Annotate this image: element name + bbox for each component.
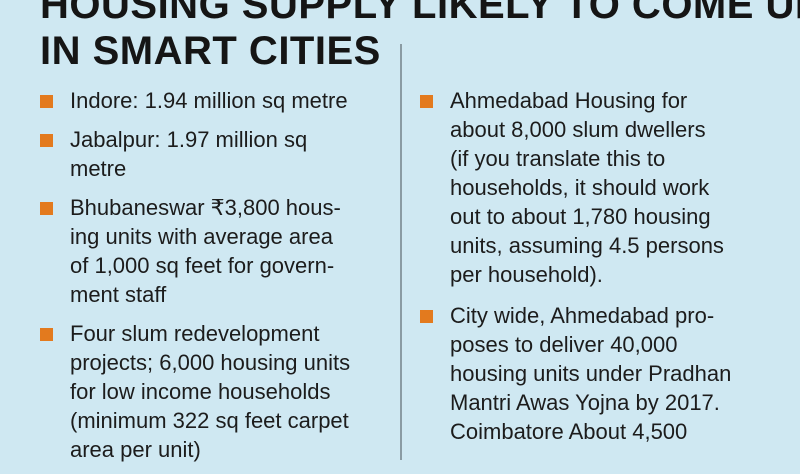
square-bullet-icon — [40, 328, 53, 341]
headline-line-2: IN SMART CITIES — [40, 29, 381, 73]
text-line: units, assuming 4.5 persons — [450, 233, 724, 258]
text-line: Coimbatore About 4,500 — [450, 419, 688, 444]
text-line: ment staff — [70, 282, 167, 307]
list-item-bhubaneswar: Bhubaneswar ₹3,800 hous- ing units with … — [40, 193, 385, 309]
text-line: (minimum 322 sq feet carpet — [70, 408, 349, 433]
column-divider — [400, 44, 402, 460]
text-line: for low income households — [70, 379, 331, 404]
list-item-text: Bhubaneswar ₹3,800 hous- ing units with … — [70, 193, 341, 309]
list-item-city-wide: City wide, Ahmedabad pro- poses to deliv… — [420, 301, 780, 446]
text-line: Indore: 1.94 million sq metre — [70, 88, 348, 113]
list-item-indore: Indore: 1.94 million sq metre — [40, 86, 385, 115]
list-item-ahmedabad-housing: Ahmedabad Housing for about 8,000 slum d… — [420, 86, 780, 289]
text-line: Four slum redevelopment — [70, 321, 320, 346]
text-line: Jabalpur: 1.97 million sq — [70, 127, 308, 152]
square-bullet-icon — [420, 95, 433, 108]
square-bullet-icon — [40, 95, 53, 108]
text-line: about 8,000 slum dwellers — [450, 117, 706, 142]
text-line: of 1,000 sq feet for govern- — [70, 253, 335, 278]
text-line: ing units with average area — [70, 224, 333, 249]
text-line: out to about 1,780 housing — [450, 204, 711, 229]
text-line: Bhubaneswar ₹3,800 hous- — [70, 195, 341, 220]
text-line: City wide, Ahmedabad pro- — [450, 303, 715, 328]
list-item-jabalpur: Jabalpur: 1.97 million sq metre — [40, 125, 385, 183]
text-line: metre — [70, 156, 127, 181]
text-line: Mantri Awas Yojna by 2017. — [450, 390, 720, 415]
square-bullet-icon — [420, 310, 433, 323]
left-column: Indore: 1.94 million sq metre Jabalpur: … — [40, 86, 385, 474]
text-line: housing units under Pradhan — [450, 361, 732, 386]
list-item-text: Indore: 1.94 million sq metre — [70, 86, 348, 115]
headline: HOUSING SUPPLY LIKELY TO COME UP IN SMAR… — [40, 0, 800, 74]
text-line: (if you translate this to — [450, 146, 666, 171]
text-line: projects; 6,000 housing units — [70, 350, 351, 375]
list-item-text: Jabalpur: 1.97 million sq metre — [70, 125, 307, 183]
text-line: households, it should work — [450, 175, 710, 200]
list-item-text: Ahmedabad Housing for about 8,000 slum d… — [450, 86, 724, 289]
square-bullet-icon — [40, 134, 53, 147]
right-column: Ahmedabad Housing for about 8,000 slum d… — [420, 86, 780, 458]
list-item-text: Four slum redevelopment projects; 6,000 … — [70, 319, 350, 464]
text-line: poses to deliver 40,000 — [450, 332, 678, 357]
text-line: per household). — [450, 262, 603, 287]
list-item-text: City wide, Ahmedabad pro- poses to deliv… — [450, 301, 731, 446]
list-item-slum-redevelopment: Four slum redevelopment projects; 6,000 … — [40, 319, 385, 464]
text-line: area per unit) — [70, 437, 201, 462]
headline-line-1: HOUSING SUPPLY LIKELY TO COME UP — [40, 0, 800, 27]
text-line: Ahmedabad Housing for — [450, 88, 688, 113]
square-bullet-icon — [40, 202, 53, 215]
